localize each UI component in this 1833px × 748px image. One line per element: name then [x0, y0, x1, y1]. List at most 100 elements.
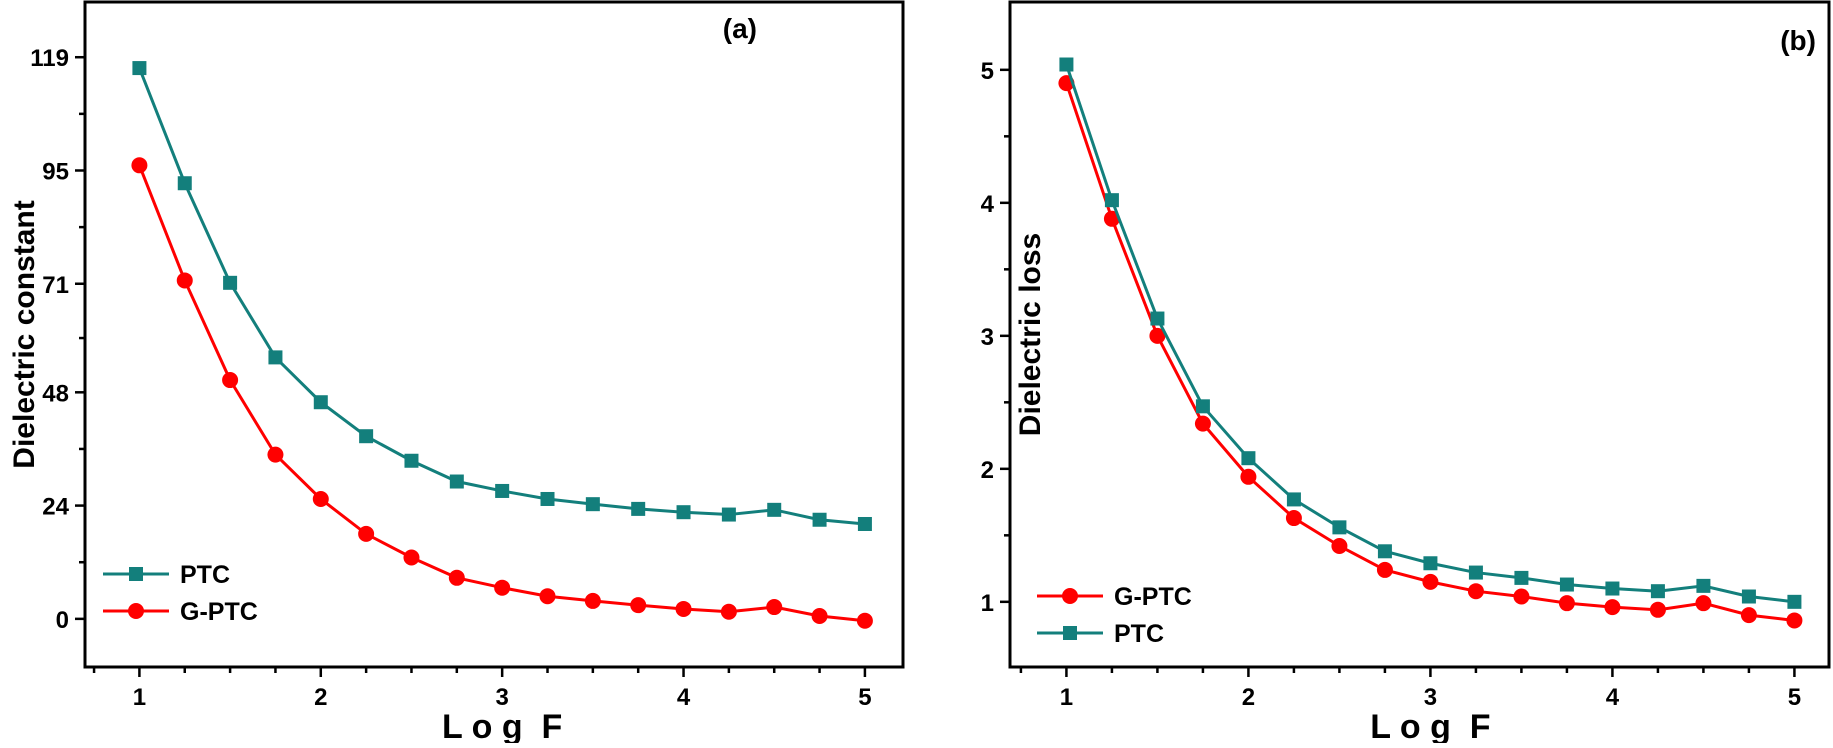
- panel-label: (b): [1780, 25, 1816, 56]
- data-point-square: [1650, 584, 1665, 599]
- data-point-square: [223, 275, 238, 290]
- x-tick-label: 1: [1060, 684, 1073, 711]
- x-tick-label: 4: [677, 684, 691, 711]
- data-point-circle: [584, 592, 601, 609]
- legend-label: G-PTC: [180, 598, 258, 626]
- data-point-square: [1195, 399, 1210, 414]
- data-point-circle: [1285, 510, 1302, 527]
- legend-marker-circle: [1062, 588, 1078, 604]
- chart-panel-a: 1 2 3 4 5 0 24 48 71 95 119 L o g F Dielectric const…: [8, 0, 905, 746]
- data-point-circle: [811, 608, 828, 625]
- data-point-circle: [1513, 588, 1530, 605]
- y-tick-label: 0: [56, 607, 69, 634]
- data-point-circle: [1740, 607, 1757, 624]
- data-point-square: [268, 350, 283, 365]
- y-axis-title: Dielectric loss: [1014, 233, 1047, 436]
- data-point-square: [540, 491, 555, 506]
- data-point-circle: [766, 599, 783, 616]
- legend-marker-square: [1063, 626, 1077, 640]
- data-point-square: [1241, 451, 1256, 466]
- y-tick-label: 95: [42, 158, 69, 185]
- data-point-square: [313, 395, 328, 410]
- x-tick-label: 3: [495, 684, 508, 711]
- data-point-square: [1059, 57, 1074, 72]
- data-point-square: [585, 497, 600, 512]
- data-point-square: [177, 176, 192, 191]
- y-tick-label: 119: [30, 45, 69, 72]
- x-tick-label: 4: [1606, 684, 1620, 711]
- legend-entry: G-PTC: [103, 598, 258, 626]
- data-point-circle: [1194, 415, 1211, 432]
- data-point-square: [1423, 556, 1438, 571]
- data-point-circle: [720, 603, 737, 620]
- plot-frame: [1008, 0, 1831, 669]
- x-axis-title: L o g F: [442, 708, 562, 743]
- data-point-circle: [1604, 599, 1621, 616]
- data-point-circle: [630, 597, 647, 614]
- plot-frame: [83, 0, 905, 669]
- legend-marker-square: [129, 567, 143, 581]
- data-point-circle: [1149, 327, 1166, 344]
- y-axis-title: Dielectric constant: [8, 200, 41, 468]
- data-point-circle: [131, 157, 148, 174]
- chart-panel-b: 1 2 3 4 5 1 2 3 4 5 L o g F Dielectric loss (b) G-PTC…: [981, 0, 1831, 746]
- series-ptc: [132, 61, 872, 531]
- data-point-square: [1696, 578, 1711, 593]
- data-point-circle: [1467, 583, 1484, 600]
- panel-label: (a): [723, 13, 757, 44]
- data-point-square: [721, 507, 736, 522]
- data-point-circle: [1558, 595, 1575, 612]
- data-point-square: [1741, 589, 1756, 604]
- legend-marker-circle: [128, 603, 144, 619]
- y-tick-label: 3: [981, 324, 994, 351]
- y-tick-label: 1: [981, 590, 994, 617]
- x-tick-label: 5: [858, 684, 871, 711]
- data-point-square: [676, 505, 691, 520]
- data-point-circle: [1695, 595, 1712, 612]
- data-point-circle: [675, 600, 692, 617]
- series-g-ptc: [1058, 75, 1803, 629]
- data-point-circle: [222, 372, 239, 389]
- data-point-circle: [1240, 468, 1257, 485]
- series-g-ptc: [131, 157, 873, 629]
- data-point-square: [631, 501, 646, 516]
- data-point-square: [1377, 544, 1392, 559]
- data-point-square: [404, 453, 419, 468]
- series-line: [138, 67, 866, 526]
- y-tick-label: 4: [981, 191, 995, 218]
- legend-label: PTC: [180, 561, 230, 589]
- series-ptc: [1059, 57, 1802, 609]
- series-line: [138, 164, 866, 623]
- x-axis-title: L o g F: [1370, 708, 1490, 743]
- data-point-square: [449, 474, 464, 489]
- data-point-square: [1286, 492, 1301, 507]
- y-tick-label: 2: [981, 457, 994, 484]
- data-point-square: [495, 483, 510, 498]
- data-point-circle: [856, 612, 873, 629]
- data-point-square: [1468, 565, 1483, 580]
- data-point-circle: [1331, 537, 1348, 554]
- data-point-square: [767, 502, 782, 517]
- data-point-circle: [1786, 612, 1803, 629]
- data-point-circle: [403, 549, 420, 566]
- data-point-circle: [1376, 561, 1393, 578]
- y-tick-label: 24: [42, 494, 69, 521]
- y-tick-label: 5: [981, 58, 994, 85]
- legend-entry: PTC: [1037, 620, 1164, 648]
- data-point-square: [1104, 193, 1119, 208]
- data-point-circle: [1649, 601, 1666, 618]
- legend-entry: PTC: [103, 561, 230, 589]
- data-point-circle: [539, 588, 556, 605]
- data-point-circle: [312, 490, 329, 507]
- data-point-square: [132, 61, 147, 76]
- data-point-square: [857, 516, 872, 531]
- data-point-circle: [494, 579, 511, 596]
- x-tick-label: 2: [314, 684, 327, 711]
- data-point-square: [1150, 311, 1165, 326]
- data-point-square: [1605, 581, 1620, 596]
- y-tick-label: 48: [42, 380, 69, 407]
- x-tick-label: 3: [1424, 684, 1437, 711]
- data-point-circle: [176, 272, 193, 289]
- data-point-square: [1787, 594, 1802, 609]
